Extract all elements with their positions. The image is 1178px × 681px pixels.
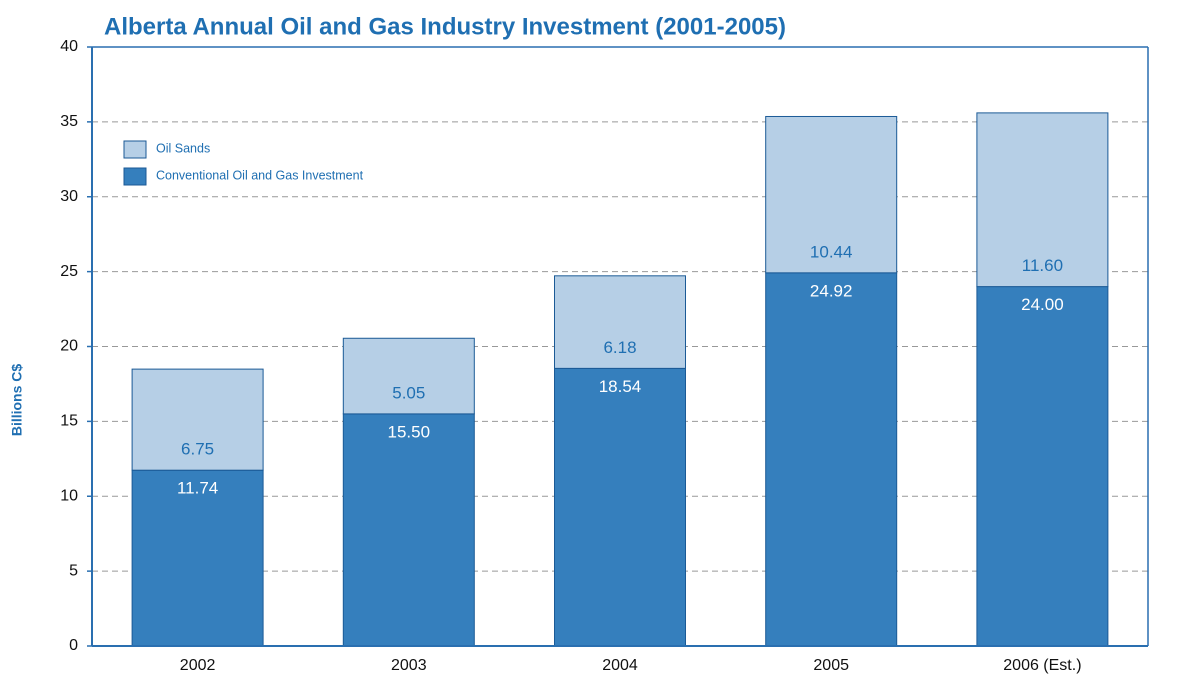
value-label: 6.18 — [603, 338, 636, 357]
legend-label: Oil Sands — [156, 141, 210, 155]
value-label: 11.74 — [177, 479, 218, 498]
bar-segment — [765, 272, 898, 647]
x-tick-label: 2002 — [180, 657, 216, 674]
value-label: 5.05 — [392, 383, 425, 402]
chart-title: Alberta Annual Oil and Gas Industry Inve… — [104, 13, 786, 40]
legend-swatch — [123, 167, 147, 186]
value-label: 11.60 — [1022, 256, 1063, 275]
y-tick-label: 5 — [69, 562, 78, 579]
value-label: 10.44 — [810, 242, 853, 261]
value-label: 6.75 — [181, 440, 214, 459]
bar-segment — [131, 368, 264, 471]
y-tick-label: 30 — [60, 188, 78, 205]
legend-label: Conventional Oil and Gas Investment — [156, 168, 364, 182]
y-axis-label: Billions C$ — [9, 364, 25, 437]
y-tick-label: 25 — [60, 263, 78, 280]
bar-segment — [765, 115, 898, 274]
value-label: 24.00 — [1021, 295, 1064, 314]
y-tick-label: 35 — [60, 113, 78, 130]
bar-segment — [554, 275, 686, 369]
y-tick-label: 10 — [60, 487, 78, 504]
bar-segment — [342, 337, 475, 415]
y-tick-label: 40 — [60, 38, 78, 55]
y-tick-label: 20 — [60, 338, 78, 355]
value-label: 18.54 — [599, 377, 642, 396]
x-tick-label: 2004 — [602, 657, 638, 674]
bar-segment — [342, 413, 475, 647]
x-tick-label: 2006 (Est.) — [1003, 657, 1081, 674]
y-tick-label: 0 — [69, 637, 78, 654]
bar-segment — [976, 112, 1109, 288]
bar-segment — [976, 286, 1109, 647]
value-label: 15.50 — [388, 422, 431, 441]
bar-segment — [554, 367, 686, 647]
value-label: 24.92 — [810, 281, 853, 300]
x-tick-label: 2005 — [813, 657, 849, 674]
y-tick-label: 15 — [60, 413, 78, 430]
x-tick-label: 2003 — [391, 657, 427, 674]
bar-segment — [131, 469, 264, 647]
legend-swatch — [123, 140, 147, 159]
